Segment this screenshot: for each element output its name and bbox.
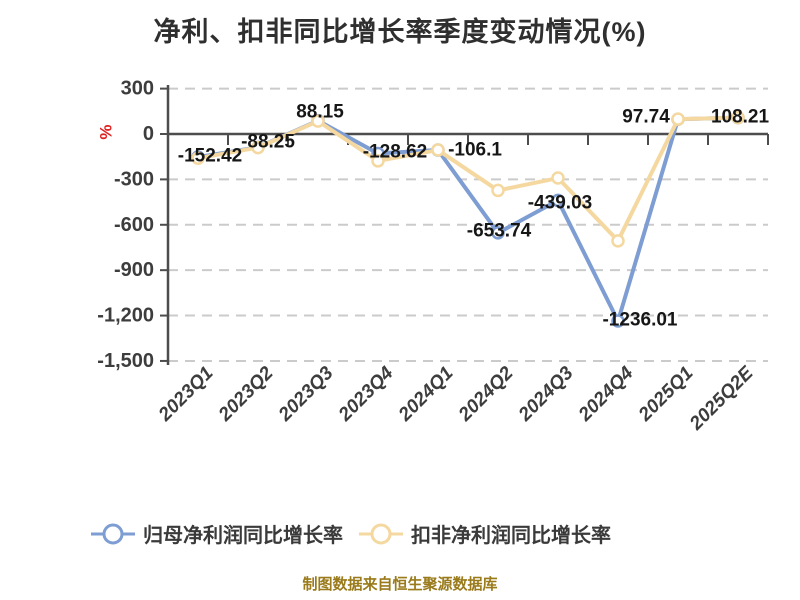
data-point-marker xyxy=(611,314,625,328)
chart-title: 净利、扣非同比增长率季度变动情况(%) xyxy=(153,17,647,47)
point-label: -1236.01 xyxy=(602,310,677,331)
series-line-1 xyxy=(196,115,740,243)
x-tick-label: 2023Q3 xyxy=(274,362,338,426)
legend-label-koufei: 扣非净利润同比增长率 xyxy=(411,525,611,547)
x-tick-label: 2023Q1 xyxy=(154,363,217,426)
x-tick-label: 2024Q1 xyxy=(394,363,457,426)
data-point-marker xyxy=(251,140,265,155)
point-label: -439.03 xyxy=(528,193,592,214)
point-label: 108.21 xyxy=(711,107,770,128)
point-label: 88.15 xyxy=(296,102,344,123)
legend-item-koufei[interactable]: 扣非净利润同比增长率 xyxy=(358,519,611,548)
point-label: -653.74 xyxy=(467,221,532,242)
data-point-marker xyxy=(551,193,565,208)
data-point-marker xyxy=(551,171,565,185)
data-point-marker xyxy=(431,143,445,157)
y-tick-label: -600 xyxy=(114,214,154,236)
x-tick-label: 2024Q3 xyxy=(514,362,578,426)
series-markers-1 xyxy=(191,110,745,248)
legend-item-guimu[interactable]: 归母净利润同比增长率 xyxy=(90,519,343,548)
data-point-marker xyxy=(311,114,325,128)
point-label: -88.25 xyxy=(241,132,295,153)
data-point-marker xyxy=(671,112,685,126)
y-tick-label: -900 xyxy=(114,259,154,281)
legend-line-marker-icon xyxy=(91,523,135,544)
chart-legend: 归母净利润同比增长率 扣非净利润同比增长率 xyxy=(90,519,611,548)
x-tick-labels: 2023Q12023Q22023Q32023Q42024Q12024Q22024… xyxy=(154,362,758,435)
x-tick-label: 2023Q2 xyxy=(214,362,278,426)
y-axis-unit-label: % xyxy=(97,124,116,139)
data-point-marker xyxy=(731,110,745,125)
y-tick-label: 0 xyxy=(143,123,154,145)
point-label: -128.62 xyxy=(363,142,427,163)
x-tick-label: 2025Q2E xyxy=(685,362,758,435)
data-point-marker xyxy=(491,183,505,198)
legend-line-marker-icon xyxy=(359,523,403,544)
data-point-marker xyxy=(371,154,385,168)
y-tick-label: -300 xyxy=(114,168,154,190)
y-tick-label: 300 xyxy=(121,78,154,100)
data-point-marker xyxy=(491,226,505,240)
y-tick-labels: 300 0 -300 -600 -900 -1,200 -1,500 xyxy=(97,78,154,372)
data-point-marker xyxy=(611,234,625,248)
point-label: 97.74 xyxy=(622,107,670,128)
y-gridlines xyxy=(168,87,768,362)
point-label: -152.42 xyxy=(178,146,242,167)
x-tick-label: 2024Q2 xyxy=(454,362,518,426)
x-tick-label: 2024Q4 xyxy=(574,362,638,426)
x-tick-label: 2023Q4 xyxy=(334,362,398,426)
legend-label-guimu: 归母净利润同比增长率 xyxy=(143,525,343,547)
point-label: -106.1 xyxy=(448,140,502,161)
y-tick-label: -1,200 xyxy=(97,305,154,327)
data-point-marker xyxy=(191,151,205,165)
y-tick-label: -1,500 xyxy=(97,350,154,372)
source-note: 制图数据来自恒生聚源数据库 xyxy=(302,576,498,593)
